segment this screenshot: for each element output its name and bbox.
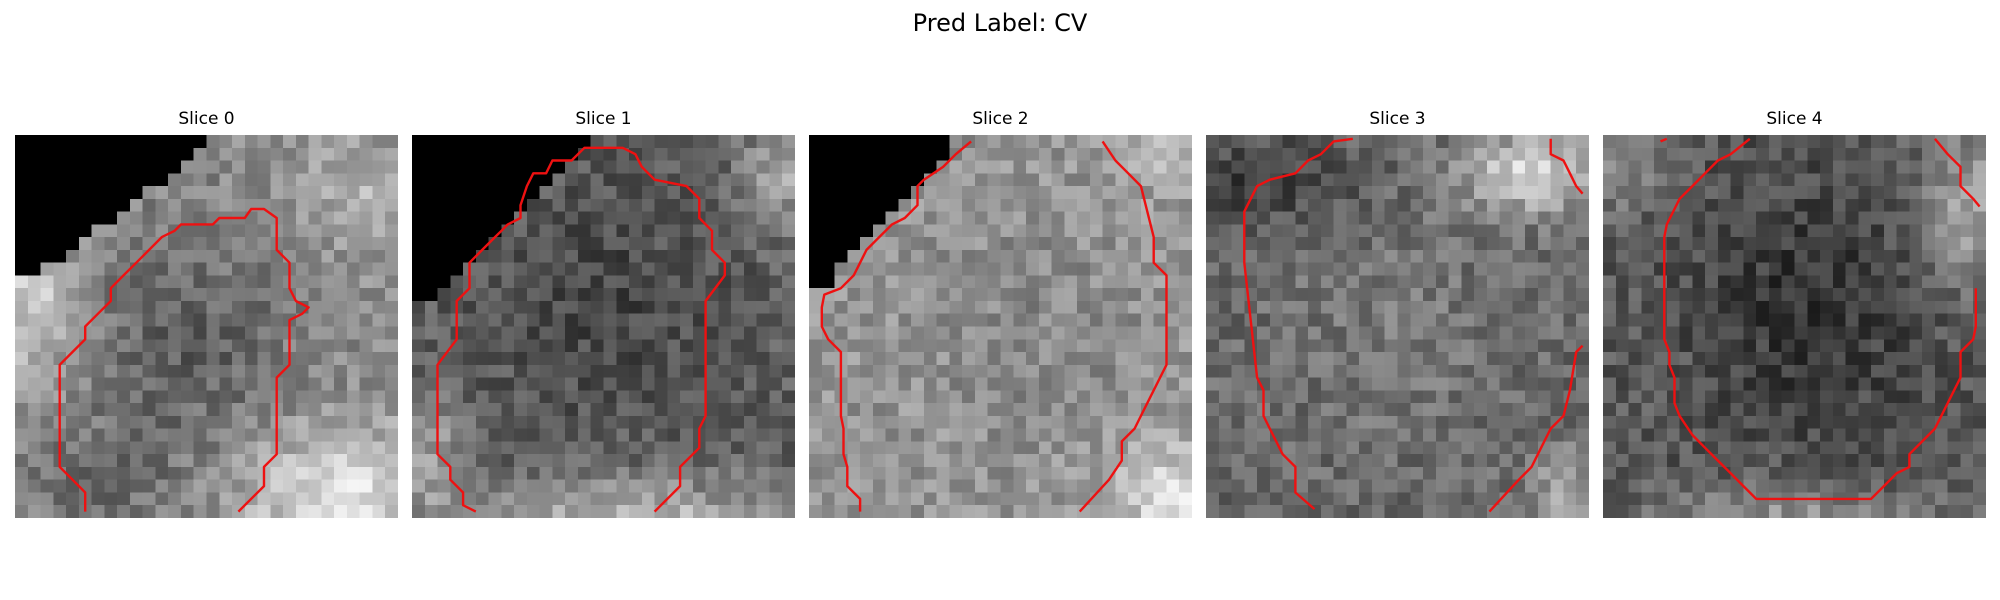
contour-line-0	[436, 146, 726, 513]
pixel-grid	[15, 135, 398, 518]
figure-title: Pred Label: CV	[912, 9, 1088, 37]
slice-2-title: Slice 2	[972, 109, 1029, 129]
slice-3-title: Slice 3	[1369, 109, 1426, 129]
contour-line-0	[1660, 137, 1668, 143]
pixel-grid	[809, 135, 1192, 518]
slice-1-title: Slice 1	[575, 109, 632, 129]
slice-4-title: Slice 4	[1766, 109, 1823, 129]
slice-3-panel: Slice 3	[1206, 108, 1589, 518]
slice-3-image	[1206, 135, 1589, 518]
contour-line-2	[1933, 138, 1981, 208]
contour-line-1	[820, 140, 972, 512]
slice-2-panel: Slice 2	[809, 108, 1192, 518]
contour-line-0	[1078, 140, 1168, 513]
slice-4-image	[1603, 135, 1986, 518]
contour-line-1	[1663, 137, 1977, 501]
slice-1-image	[412, 135, 795, 518]
slice-0-panel: Slice 0	[15, 108, 398, 518]
contour-line-0	[1488, 344, 1584, 513]
contour-line-2	[1549, 138, 1584, 195]
slice-0-title: Slice 0	[178, 109, 235, 129]
slice-1-panel: Slice 1	[412, 108, 795, 518]
pixel-grid	[1206, 135, 1589, 518]
pixel-grid	[412, 135, 795, 518]
contour-line-1	[1243, 137, 1353, 511]
contour-line-0	[58, 207, 310, 513]
pixel-grid	[1603, 135, 1986, 518]
slice-0-image	[15, 135, 398, 518]
slice-2-image	[809, 135, 1192, 518]
slice-4-panel: Slice 4	[1603, 108, 1986, 518]
